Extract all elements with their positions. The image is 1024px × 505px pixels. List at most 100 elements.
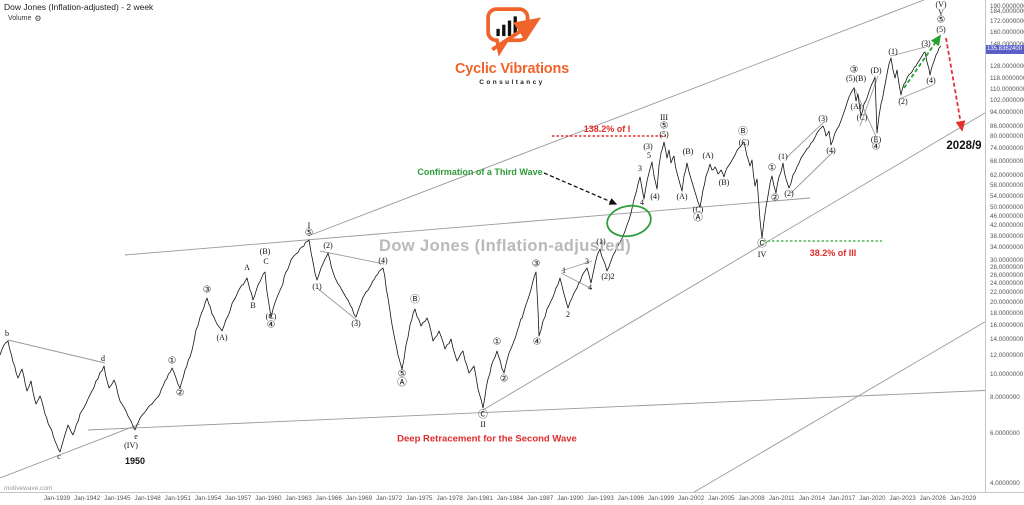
trend-line[interactable] [560,272,593,290]
time-tick-label: Jan-1996 [617,495,644,502]
time-tick-label: Jan-2011 [768,495,795,502]
wave-label: (B) [259,247,271,256]
time-tick-label: Jan-1954 [194,495,222,502]
trend-line[interactable] [319,250,385,265]
black-arrow-icon [543,172,618,205]
time-tick-label: Jan-1990 [557,495,584,502]
wave-label: (B) [718,178,730,187]
trend-line[interactable] [890,45,930,57]
price-tick-label: 8.0000000 [990,394,1020,401]
time-tick-label: Jan-2026 [919,495,946,502]
wave-label: III [660,113,668,122]
price-tick-label: 74.0000000 [990,145,1024,152]
price-tick-label: 160.0000000 [990,29,1024,36]
breakout-circle [606,204,652,238]
wave-label: c [57,452,61,461]
wave-label: ② [175,388,185,399]
price-tick-label: 110.0000000 [990,86,1024,93]
price-tick-label: 86.0000000 [990,123,1024,130]
wave-label: (IV) [124,441,138,450]
wave-label: Ⓐ [693,213,703,224]
wave-label: (C) [856,113,868,122]
price-tick-label: 118.0000000 [990,75,1024,82]
time-tick-label: Jan-1960 [255,495,282,502]
speech-bubble-icon [486,7,530,57]
wave-label: ② [499,374,509,385]
wave-label: (3) [818,114,828,123]
logo-subtitle: Consultancy [479,79,545,86]
wave-label: (E) [870,135,882,144]
trend-line[interactable] [671,298,1024,505]
price-tick-label: 80.0000000 [990,133,1024,140]
wave-label: Ⓑ [410,295,420,306]
fib-138-label: 138.2% of I [583,124,631,134]
price-tick-label: 42.0000000 [990,222,1024,229]
price-tick-label: 6.0000000 [990,430,1020,437]
price-tick-label: 58.0000000 [990,182,1024,189]
wave-label: d [101,354,105,363]
time-axis[interactable]: Jan-1939 Jan-1942 Jan-1945 Jan-1948 Jan-1951… [0,492,1024,505]
time-tick-label: Jan-1951 [164,495,191,502]
wave-label: C [263,257,269,266]
time-tick-label: Jan-1984 [496,495,524,502]
indicator-row[interactable]: Volume ⚙ [4,14,153,23]
trend-line[interactable] [898,84,934,100]
wave-label: ④ [266,320,276,331]
wave-label: ① [767,163,777,174]
wave-label: ⑤ [397,369,407,380]
wave-label: (1) [888,47,898,56]
confirmation-label: Confirmation of a Third Wave [417,167,543,177]
trend-line[interactable] [790,150,835,194]
price-tick-label: 20.0000000 [990,299,1024,306]
trend-line[interactable] [7,339,106,364]
wave-label: 5 [647,151,651,160]
trend-line[interactable] [124,197,811,256]
wave-label: 3 [638,164,642,173]
gear-icon[interactable]: ⚙ [34,14,42,23]
current-price-badge: 135.8362400 [986,45,1024,54]
wave-label: e [134,432,138,441]
wave-label: ④ [532,337,542,348]
wave-label: (4) [826,146,836,155]
wave-label: ⑤ [659,121,669,132]
wave-label: ② [770,193,780,204]
wave-label: (2)2 [601,272,615,281]
wave-label: 4 [588,283,592,292]
time-tick-label: Jan-2029 [949,495,977,502]
year-1950-label: 1950 [124,456,146,466]
price-tick-label: 184.0000000 [990,8,1024,15]
trend-line[interactable] [785,120,826,159]
wave-label: (C) [738,138,750,147]
breakout-circle-icon [606,204,652,238]
trend-line[interactable] [0,423,141,479]
wave-label: (2) [323,241,333,250]
price-tick-label: 68.0000000 [990,158,1024,165]
wave-label: 1 [562,266,566,275]
logo-name: Cyclic Vibrations [455,61,569,77]
trend-line[interactable] [560,260,593,272]
time-tick-label: Jan-2005 [708,495,735,502]
time-tick-label: Jan-1948 [134,495,161,502]
wave-label: (B) [682,147,694,156]
fib-level-lines [552,135,882,242]
price-axis[interactable]: 190.0000000 184.0000000 172.0000000 160.000… [985,0,1024,492]
fib-382-label: 38.2% of III [809,248,857,258]
wave-label: (C) [265,312,277,321]
trend-line[interactable] [316,287,359,322]
wave-label: (1) [596,237,606,246]
chart-title: Dow Jones (Inflation-adjusted) - 2 week [4,2,154,12]
price-tick-label: 50.0000000 [990,204,1024,211]
price-tick-label: 102.0000000 [990,97,1024,104]
wave-label: II [480,420,486,429]
price-tick-label: 12.0000000 [990,352,1024,359]
time-tick-label: Jan-2008 [738,495,765,502]
red-arrow-icon [945,37,966,132]
time-tick-label: Jan-1987 [527,495,554,502]
wave-label: ⑤ [304,228,314,239]
wave-label: (4) [926,76,936,85]
wave-label: (V) [935,0,947,9]
trend-line[interactable] [307,0,925,237]
trend-line[interactable] [87,389,996,431]
trend-line[interactable] [482,106,996,411]
